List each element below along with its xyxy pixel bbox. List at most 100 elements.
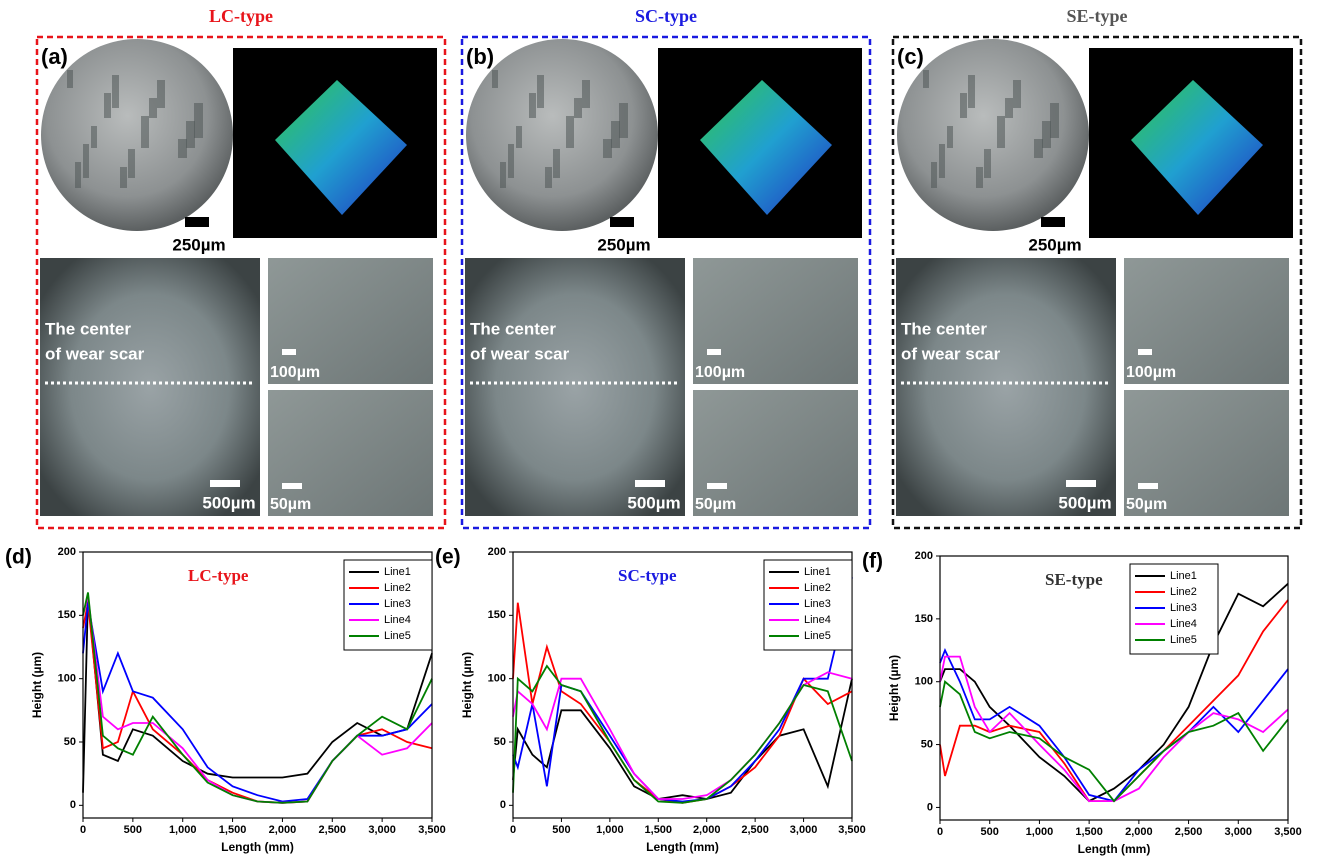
wear-streak [923, 70, 929, 88]
scar-image [465, 258, 685, 516]
data-line [940, 682, 1288, 801]
wear-streak [582, 80, 590, 108]
wear-streak [603, 139, 612, 158]
y-tick-label: 150 [488, 609, 506, 621]
x-tick-label: 0 [80, 824, 86, 836]
wear-streak [968, 75, 975, 108]
y-tick-label: 100 [58, 673, 76, 685]
x-tick-label: 3,000 [368, 824, 396, 836]
center-label: The center [45, 319, 131, 338]
wear-streak [537, 75, 544, 108]
panel-label: (e) [435, 546, 461, 569]
scale-label: 250µm [1028, 235, 1081, 254]
wear-streak [960, 93, 967, 118]
data-line [940, 650, 1288, 801]
center-label: of wear scar [901, 344, 1001, 363]
x-tick-label: 3,500 [838, 824, 866, 836]
wear-streak [611, 121, 620, 148]
panel-title: LC-type [209, 6, 273, 26]
wear-streak [939, 144, 945, 178]
wear-streak [1005, 98, 1013, 118]
wear-streak [529, 93, 536, 118]
x-tick-label: 2,000 [693, 824, 721, 836]
wear-streak [194, 103, 203, 138]
x-tick-label: 2,000 [269, 824, 297, 836]
y-tick-label: 100 [488, 673, 506, 685]
legend-label: Line1 [1170, 570, 1197, 582]
y-tick-label: 0 [70, 799, 76, 811]
scale-label: 500µm [202, 493, 255, 512]
center-label: of wear scar [470, 344, 570, 363]
scale-bar [210, 480, 240, 487]
y-tick-label: 0 [927, 801, 933, 813]
x-tick-label: 1,000 [1026, 826, 1054, 838]
legend-label: Line4 [384, 614, 411, 626]
legend-label: Line5 [1170, 634, 1197, 646]
panel-label: (a) [41, 44, 68, 69]
wear-streak [120, 167, 127, 188]
x-axis-label: Length (mm) [221, 840, 294, 854]
wear-streak [516, 126, 522, 148]
x-tick-label: 2,000 [1125, 826, 1153, 838]
y-tick-label: 0 [500, 799, 506, 811]
y-axis-label: Height (µm) [30, 652, 44, 718]
wear-streak [141, 116, 149, 148]
x-tick-label: 0 [937, 826, 943, 838]
scale-bar [707, 483, 727, 489]
scale-bar [1066, 480, 1096, 487]
x-tick-label: 3,500 [418, 824, 446, 836]
wear-streak [566, 116, 574, 148]
x-tick-label: 3,500 [1274, 826, 1302, 838]
x-tick-label: 500 [981, 826, 999, 838]
x-tick-label: 1,500 [1075, 826, 1103, 838]
wear-streak [157, 80, 165, 108]
wear-streak [1050, 103, 1059, 138]
x-tick-label: 2,500 [319, 824, 347, 836]
scar-image [40, 258, 260, 516]
panel-title: SC-type [635, 6, 697, 26]
wear-streak [83, 144, 89, 178]
chart-title: LC-type [188, 566, 249, 585]
y-axis-label: Height (µm) [460, 652, 474, 718]
legend-label: Line5 [804, 630, 831, 642]
panel-label: (c) [897, 44, 924, 69]
scale-label: 50µm [1126, 496, 1167, 513]
scale-bar [635, 480, 665, 487]
x-tick-label: 3,000 [1225, 826, 1253, 838]
wear-streak [67, 70, 73, 88]
x-tick-label: 1,000 [596, 824, 624, 836]
legend-label: Line3 [384, 598, 411, 610]
scale-label: 100µm [695, 364, 745, 381]
wear-streak [149, 98, 157, 118]
wear-streak [553, 149, 560, 178]
legend-label: Line2 [1170, 586, 1197, 598]
chart-title: SE-type [1045, 570, 1103, 589]
y-tick-label: 200 [58, 546, 76, 558]
y-tick-label: 50 [64, 736, 76, 748]
wear-streak [104, 93, 111, 118]
center-label: The center [901, 319, 987, 338]
scale-label: 100µm [270, 364, 320, 381]
legend-label: Line3 [804, 598, 831, 610]
y-tick-label: 150 [915, 613, 933, 625]
wear-streak [984, 149, 991, 178]
wear-streak [178, 139, 187, 158]
wear-streak [128, 149, 135, 178]
panel-title: SE-type [1066, 6, 1127, 26]
scale-label: 100µm [1126, 364, 1176, 381]
wear-streak [976, 167, 983, 188]
scale-bar [282, 349, 296, 355]
plot-frame [940, 556, 1288, 820]
y-tick-label: 50 [921, 738, 933, 750]
center-label: of wear scar [45, 344, 145, 363]
data-line [940, 584, 1288, 801]
chart-title: SC-type [618, 566, 677, 585]
x-tick-label: 3,000 [790, 824, 818, 836]
wear-streak [75, 162, 81, 188]
page: LC-type250µm(a)The centerof wear scar500… [0, 0, 1319, 862]
x-tick-label: 2,500 [741, 824, 769, 836]
x-tick-label: 0 [510, 824, 516, 836]
legend-label: Line1 [804, 566, 831, 578]
y-tick-label: 50 [494, 736, 506, 748]
data-line [513, 672, 852, 799]
